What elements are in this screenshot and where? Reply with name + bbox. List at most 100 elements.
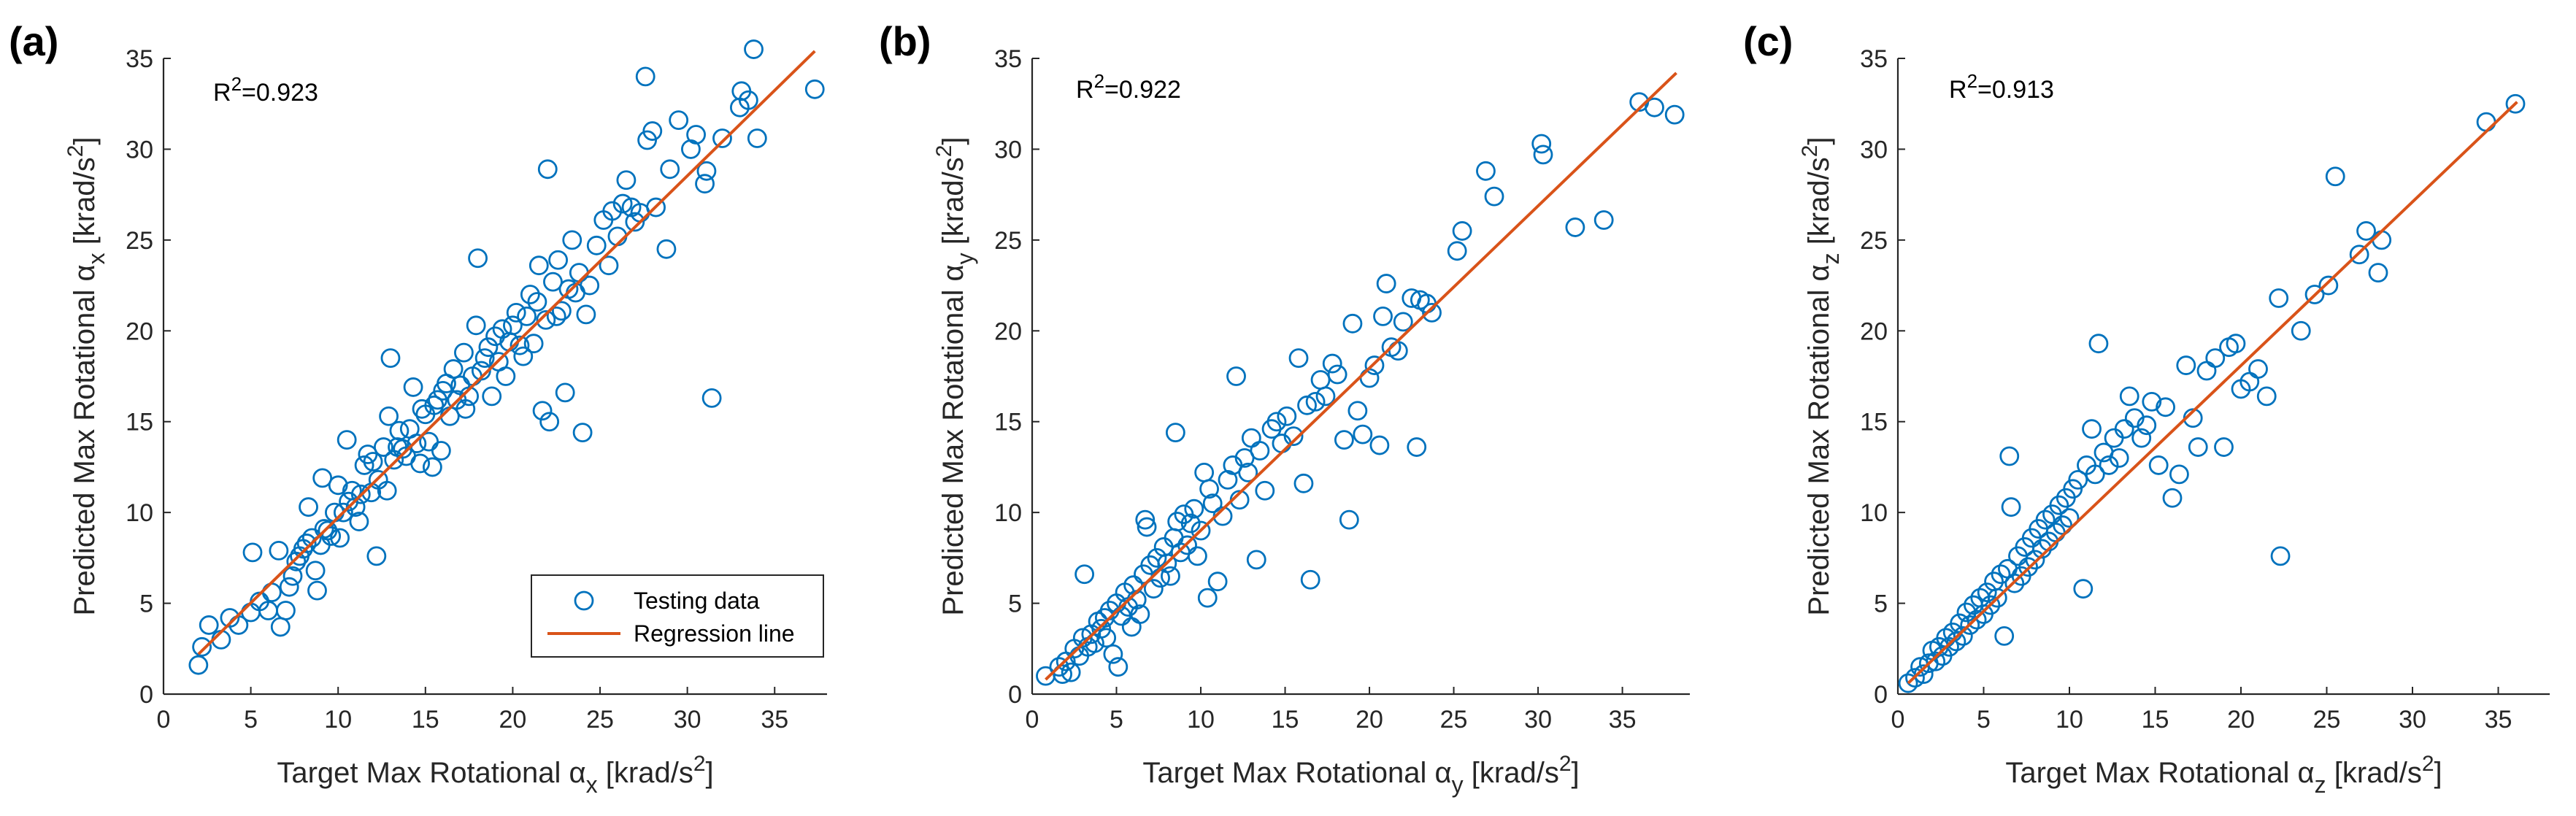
y-tick-label: 25 [126, 227, 153, 255]
r-squared-value: =0.923 [242, 79, 318, 107]
x-axis-label: Target Max Rotational αx [krad/s2] [277, 752, 713, 798]
data-point [1177, 535, 1197, 555]
data-point [312, 468, 333, 488]
y-tick-label: 35 [126, 45, 153, 73]
x-axis-label-superscript: 2 [1559, 752, 1572, 776]
data-point [1926, 651, 1946, 671]
y-tick-label: 15 [994, 409, 1022, 436]
data-point [1121, 617, 1142, 637]
x-axis-label-unit: [krad/s [1464, 757, 1559, 789]
data-point [454, 342, 474, 363]
data-point [1999, 446, 2020, 466]
data-point [1373, 306, 1393, 326]
data-point [1165, 423, 1185, 443]
y-axis-label-superscript: 2 [932, 145, 956, 158]
regression-line [1045, 72, 1677, 681]
data-point [1991, 564, 2011, 585]
x-tick-label: 5 [244, 706, 258, 734]
data-point [2318, 275, 2339, 296]
data-point [1061, 662, 1081, 682]
data-point [1161, 566, 1180, 586]
data-point [1188, 546, 1207, 566]
data-point [330, 528, 350, 548]
data-point [669, 110, 689, 131]
data-point [1977, 582, 1997, 603]
y-axis-label-main: Predicted Max Rotational α [1803, 264, 1835, 615]
data-point [2349, 245, 2369, 265]
data-point [1255, 480, 1275, 501]
r-squared-annotation: R2=0.923 [213, 73, 318, 107]
data-point [642, 121, 663, 141]
data-point [1364, 355, 1385, 375]
data-point [270, 617, 291, 637]
data-point [1300, 569, 1320, 590]
data-point [1339, 509, 1359, 530]
x-axis-label-subscript: z [2315, 771, 2326, 798]
legend: Testing data Regression line [531, 574, 824, 658]
y-axis-label-subscript: z [1818, 253, 1844, 264]
data-point [2131, 428, 2152, 448]
data-point [532, 401, 553, 421]
data-point [1946, 631, 1966, 652]
y-tick-label: 35 [1860, 45, 1888, 73]
panel-2: (b) 0 5 10 15 20 25 30 35 0 5 10 15 20 25 30 35 Target Ma… [879, 18, 1690, 798]
data-point [2035, 509, 2056, 530]
y-tick-label: 0 [139, 681, 153, 709]
data-point [2304, 285, 2325, 304]
data-point [333, 502, 353, 523]
data-point [1347, 401, 1368, 421]
data-point [513, 346, 534, 366]
data-point [546, 306, 566, 326]
data-point [738, 90, 758, 110]
x-tick-label: 35 [2485, 706, 2512, 734]
data-point [2169, 464, 2189, 485]
data-point [366, 546, 387, 566]
legend-label-regression: Regression line [634, 620, 795, 647]
r-squared-symbol: R [1076, 76, 1094, 104]
data-point [403, 377, 423, 397]
x-tick-label: 35 [1609, 706, 1637, 734]
data-point [599, 255, 619, 276]
data-point [2119, 386, 2139, 407]
y-axis-label-end: ] [937, 136, 969, 145]
x-axis-label-subscript: y [1452, 771, 1464, 798]
data-point [242, 542, 263, 563]
x-tick-label: 30 [1524, 706, 1552, 734]
x-axis-label-end: ] [2434, 757, 2442, 789]
x-axis-label-unit: [krad/s [2326, 757, 2422, 789]
data-point [543, 272, 563, 292]
data-point [572, 423, 593, 443]
data-point [407, 434, 427, 453]
y-tick-label: 15 [1860, 409, 1888, 436]
data-point [2162, 488, 2183, 508]
data-point [192, 636, 212, 657]
data-point [1960, 615, 1980, 635]
data-point [389, 420, 410, 441]
data-point [1096, 628, 1117, 648]
data-point [576, 304, 596, 325]
data-point [2226, 334, 2246, 354]
y-axis-label-main: Predicted Max Rotational α [937, 264, 969, 615]
data-point [2325, 166, 2345, 187]
regression-line [197, 50, 816, 655]
data-point [1137, 517, 1157, 537]
y-tick-label: 5 [139, 590, 153, 618]
y-axis-label-unit: [krad/s [937, 157, 969, 253]
x-tick-label: 25 [586, 706, 614, 734]
data-point [537, 159, 558, 180]
data-point [612, 193, 633, 214]
data-point [1422, 302, 1442, 323]
data-point [1966, 609, 1987, 630]
x-axis-label-end: ] [706, 757, 714, 789]
data-point [199, 615, 219, 635]
y-axis-label-unit: [krad/s [1803, 157, 1835, 253]
r-squared-symbol: R [213, 79, 231, 107]
data-point [279, 577, 299, 597]
data-point [1170, 542, 1191, 563]
regression-line [1907, 101, 2518, 685]
data-point [2059, 508, 2080, 528]
x-tick-label: 15 [2142, 706, 2169, 734]
x-tick-label: 0 [1026, 706, 1039, 734]
data-point [1476, 161, 1496, 181]
data-point [744, 39, 764, 59]
